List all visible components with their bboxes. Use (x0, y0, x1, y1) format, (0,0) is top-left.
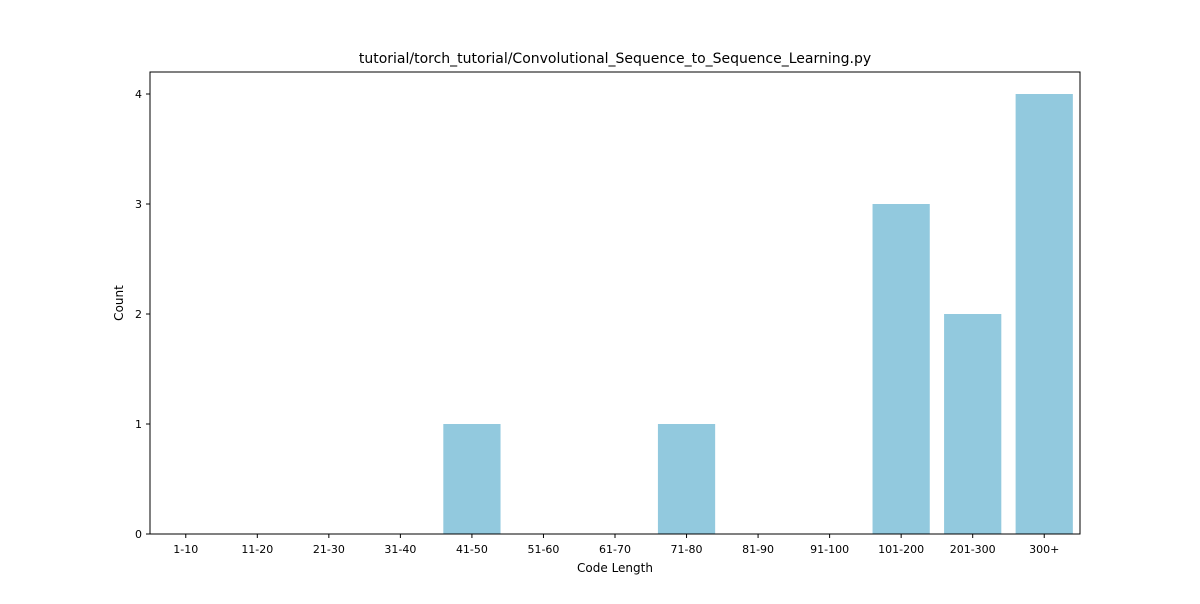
y-axis-label: Count (112, 285, 126, 321)
y-tick-label: 0 (135, 528, 142, 541)
x-tick-label: 61-70 (599, 543, 631, 556)
x-tick-label: 31-40 (384, 543, 416, 556)
bar-201-300 (944, 314, 1002, 534)
x-tick-label: 21-30 (313, 543, 345, 556)
bar-41-50 (443, 424, 501, 534)
x-tick-label: 81-90 (742, 543, 774, 556)
x-tick-label: 300+ (1029, 543, 1059, 556)
y-tick-label: 4 (135, 88, 142, 101)
x-tick-label: 1-10 (173, 543, 198, 556)
y-tick-label: 1 (135, 418, 142, 431)
y-tick-label: 2 (135, 308, 142, 321)
y-tick-label: 3 (135, 198, 142, 211)
x-tick-label: 101-200 (878, 543, 924, 556)
bars-group (443, 94, 1073, 534)
bar-71-80 (657, 424, 716, 534)
x-tick-label: 201-300 (950, 543, 996, 556)
bar-300+ (1015, 94, 1073, 534)
x-tick-label: 51-60 (527, 543, 559, 556)
x-tick-label: 11-20 (241, 543, 273, 556)
x-tick-label: 41-50 (456, 543, 488, 556)
plot-frame (149, 71, 1081, 535)
x-axis-label: Code Length (577, 561, 653, 575)
y-axis-ticks: 0 1 2 3 4 (135, 88, 150, 541)
x-axis-ticks: 1-10 11-20 21-30 31-40 41-50 51-60 61-70 71-80 8… (173, 534, 1059, 556)
x-tick-label: 91-100 (810, 543, 849, 556)
chart-title: tutorial/torch_tutorial/Convolutional_Se… (359, 51, 871, 67)
bar-101-200 (872, 204, 930, 534)
x-tick-label: 71-80 (671, 543, 703, 556)
